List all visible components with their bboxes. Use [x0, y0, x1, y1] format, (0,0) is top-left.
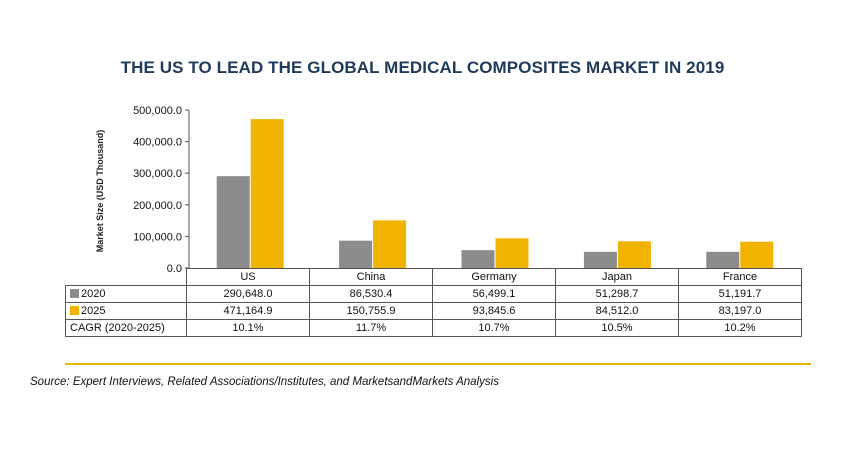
y-tick-label: 300,000.0	[133, 168, 182, 180]
legend-2020: 2020	[65, 285, 187, 303]
table-corner	[66, 269, 187, 286]
bar-2020-france	[706, 251, 740, 268]
cagr-china: 11.7%	[309, 319, 433, 337]
bars-group	[216, 119, 774, 268]
bar-2020-china	[339, 240, 373, 268]
legend-label-2025: 2025	[81, 305, 106, 317]
bar-2025-germany	[495, 238, 529, 268]
bar-2025-japan	[617, 241, 651, 268]
value-2020-japan: 51,298.7	[555, 285, 679, 303]
legend-label-2020: 2020	[81, 288, 106, 300]
value-2025-france: 83,197.0	[678, 302, 802, 320]
bar-2025-us	[250, 119, 284, 268]
source-note: Source: Expert Interviews, Related Assoc…	[30, 376, 499, 388]
cagr-japan: 10.5%	[555, 319, 679, 337]
legend-swatch-2020	[70, 289, 79, 298]
value-2025-japan: 84,512.0	[555, 302, 679, 320]
value-2025-china: 150,755.9	[309, 302, 433, 320]
category-header-row: US China Germany Japan France	[66, 268, 802, 286]
data-table: US China Germany Japan France 2020 290,6…	[65, 268, 802, 337]
category-label-china: China	[309, 268, 433, 286]
bar-2020-germany	[461, 250, 495, 268]
bar-chart: 0.0 100,000.0 200,000.0 300,000.0 400,000.0 5…	[133, 105, 774, 275]
category-label-japan: Japan	[555, 268, 679, 286]
legend-2025: 2025	[65, 302, 187, 320]
divider-rule	[65, 363, 811, 365]
table-row-cagr: CAGR (2020-2025) 10.1% 11.7% 10.7% 10.5%…	[65, 319, 802, 337]
category-label-us: US	[186, 268, 310, 286]
table-row-2025: 2025 471,164.9 150,755.9 93,845.6 84,512…	[65, 302, 802, 320]
y-tick-label: 100,000.0	[133, 231, 182, 243]
category-label-france: France	[678, 268, 802, 286]
table-row-2020: 2020 290,648.0 86,530.4 56,499.1 51,298.…	[65, 285, 802, 303]
value-2020-us: 290,648.0	[186, 285, 310, 303]
y-tick-label: 200,000.0	[133, 200, 182, 212]
category-label-germany: Germany	[432, 268, 556, 286]
cagr-france: 10.2%	[678, 319, 802, 337]
bar-2025-france	[740, 241, 774, 268]
y-tick-label: 500,000.0	[133, 105, 182, 117]
bar-2020-japan	[583, 251, 617, 268]
cagr-us: 10.1%	[186, 319, 310, 337]
y-tick-label: 0.0	[167, 263, 182, 275]
bar-2020-us	[216, 176, 250, 268]
cagr-label: CAGR (2020-2025)	[65, 319, 187, 337]
legend-swatch-2025	[70, 306, 79, 315]
y-axis: 0.0 100,000.0 200,000.0 300,000.0 400,000.0 5…	[133, 105, 189, 275]
value-2020-france: 51,191.7	[678, 285, 802, 303]
cagr-germany: 10.7%	[432, 319, 556, 337]
value-2025-us: 471,164.9	[186, 302, 310, 320]
value-2020-germany: 56,499.1	[432, 285, 556, 303]
y-tick-label: 400,000.0	[133, 137, 182, 149]
chart-title: THE US TO LEAD THE GLOBAL MEDICAL COMPOS…	[120, 58, 725, 77]
value-2020-china: 86,530.4	[309, 285, 433, 303]
value-2025-germany: 93,845.6	[432, 302, 556, 320]
bar-2025-china	[373, 220, 407, 268]
